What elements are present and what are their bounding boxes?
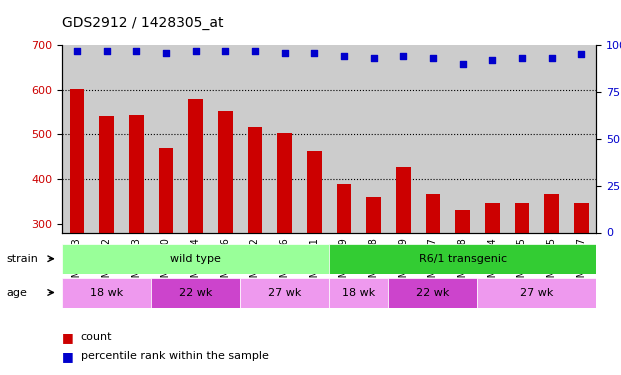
- FancyBboxPatch shape: [240, 278, 329, 308]
- FancyBboxPatch shape: [329, 244, 596, 274]
- Text: count: count: [81, 333, 112, 342]
- FancyBboxPatch shape: [389, 278, 478, 308]
- Point: [576, 51, 586, 57]
- Text: age: age: [6, 288, 27, 297]
- Bar: [455, 210, 470, 357]
- Text: GDS2912 / 1428305_at: GDS2912 / 1428305_at: [62, 16, 224, 30]
- Point: [546, 55, 556, 61]
- Bar: [248, 127, 262, 357]
- Text: percentile rank within the sample: percentile rank within the sample: [81, 351, 269, 361]
- Bar: [218, 111, 233, 357]
- Bar: [188, 99, 203, 357]
- Text: ■: ■: [62, 350, 74, 363]
- Bar: [70, 89, 84, 357]
- Point: [398, 53, 408, 59]
- Point: [250, 48, 260, 54]
- Bar: [366, 197, 381, 357]
- FancyBboxPatch shape: [329, 278, 389, 308]
- FancyBboxPatch shape: [151, 278, 240, 308]
- Bar: [425, 194, 440, 357]
- Bar: [99, 116, 114, 357]
- Point: [428, 55, 438, 61]
- Bar: [544, 194, 559, 357]
- FancyBboxPatch shape: [478, 278, 596, 308]
- Point: [369, 55, 379, 61]
- Bar: [574, 202, 589, 357]
- Bar: [485, 203, 500, 357]
- Text: R6/1 transgenic: R6/1 transgenic: [419, 254, 507, 264]
- Text: 27 wk: 27 wk: [268, 288, 301, 297]
- Bar: [515, 202, 529, 357]
- FancyBboxPatch shape: [62, 278, 151, 308]
- Point: [309, 50, 319, 55]
- Point: [102, 48, 112, 54]
- Text: 22 wk: 22 wk: [416, 288, 450, 297]
- Text: wild type: wild type: [170, 254, 221, 264]
- Text: strain: strain: [6, 254, 38, 264]
- Point: [131, 48, 141, 54]
- Point: [339, 53, 349, 59]
- Bar: [396, 167, 410, 357]
- Point: [458, 61, 468, 67]
- Text: 18 wk: 18 wk: [90, 288, 123, 297]
- Bar: [277, 133, 292, 357]
- Point: [220, 48, 230, 54]
- Point: [279, 50, 289, 55]
- Text: 22 wk: 22 wk: [179, 288, 212, 297]
- Text: 27 wk: 27 wk: [520, 288, 553, 297]
- Point: [161, 50, 171, 55]
- Bar: [307, 151, 322, 357]
- Text: ■: ■: [62, 331, 74, 344]
- Point: [72, 48, 82, 54]
- Text: 18 wk: 18 wk: [342, 288, 376, 297]
- Point: [487, 57, 497, 63]
- Bar: [129, 115, 143, 357]
- Bar: [158, 148, 173, 357]
- Point: [191, 48, 201, 54]
- Point: [517, 55, 527, 61]
- Bar: [337, 184, 351, 357]
- FancyBboxPatch shape: [62, 244, 329, 274]
